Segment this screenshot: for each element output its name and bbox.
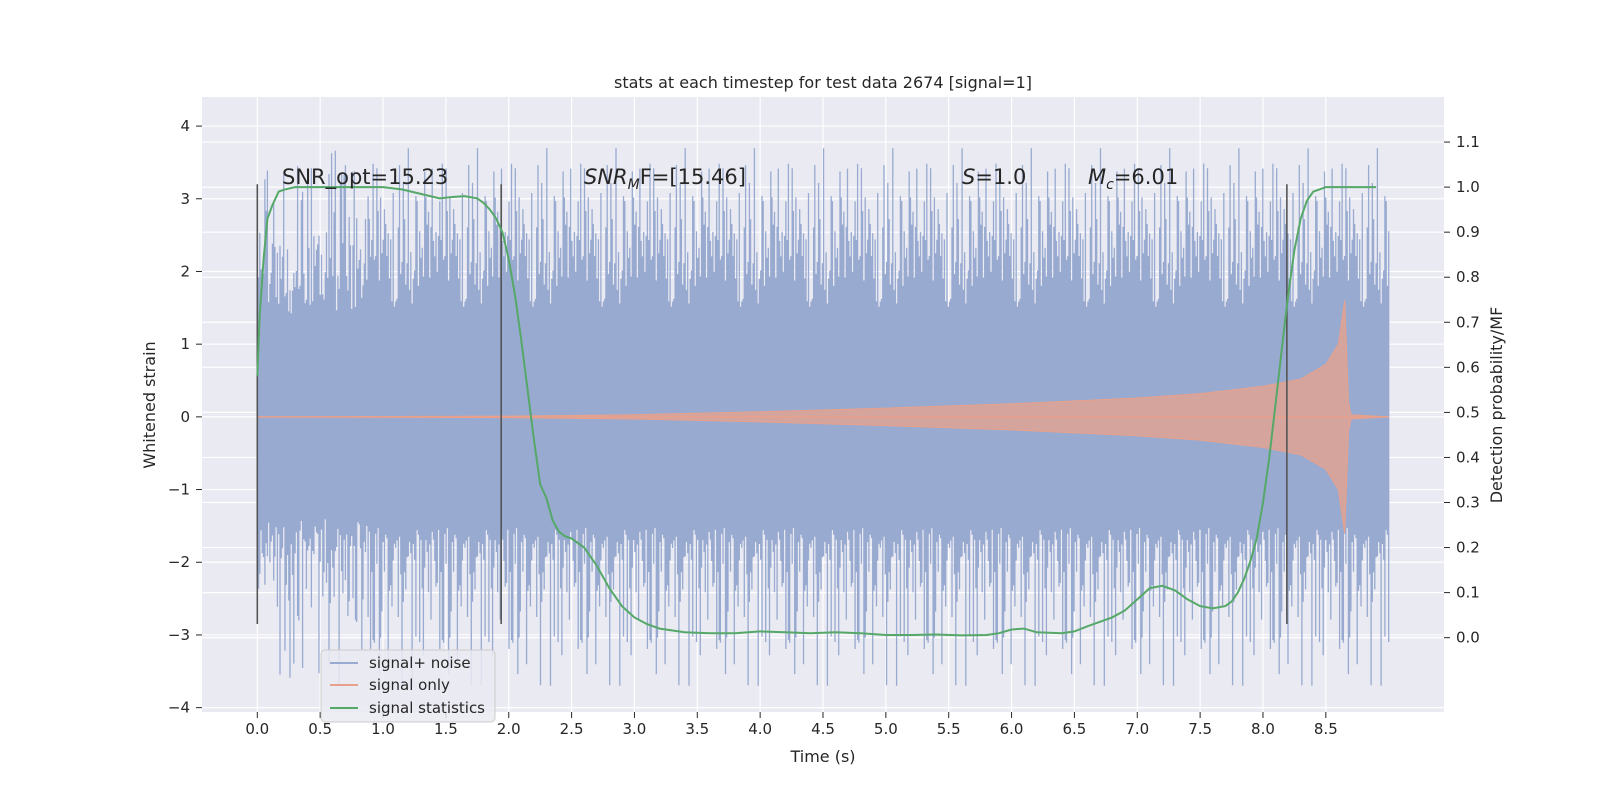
y2-axis-label: Detection probability/MF — [1487, 307, 1506, 504]
x-tick-label: 0.5 — [308, 720, 332, 738]
x-tick-label: 5.0 — [874, 720, 898, 738]
x-tick-label: 3.5 — [685, 720, 709, 738]
y-tick-label: 2 — [180, 262, 190, 280]
x-axis-label: Time (s) — [789, 747, 855, 766]
chart-title: stats at each timestep for test data 267… — [614, 73, 1032, 92]
x-tick-label: 1.0 — [371, 720, 395, 738]
y2-tick-label: 0.7 — [1456, 313, 1480, 331]
annotation-snr-opt: SNR_opt=15.23 — [282, 165, 448, 190]
annotation-s: S=1.0 — [962, 165, 1026, 189]
y-tick-label: −1 — [168, 481, 190, 499]
y-tick-label: 1 — [180, 335, 190, 353]
x-tick-label: 3.0 — [623, 720, 647, 738]
y2-tick-label: 0.2 — [1456, 539, 1480, 557]
series-signal-statistics — [256, 186, 1377, 637]
x-tick-label: 4.5 — [811, 720, 835, 738]
y2-tick-label: 0.6 — [1456, 358, 1480, 376]
y2-tick-label: 1.0 — [1456, 178, 1480, 196]
annotation-snr-mf: SNRMF=[15.46] — [584, 165, 746, 193]
snr-mf-sub: M — [628, 177, 640, 193]
x-tick-label: 6.0 — [1000, 720, 1024, 738]
x-tick-label: 5.5 — [937, 720, 961, 738]
y2-tick-label: 0.1 — [1456, 584, 1480, 602]
s-rest: =1.0 — [975, 165, 1026, 189]
annotation-mc: Mc=6.01 — [1088, 165, 1178, 193]
y2-tick-label: 0.4 — [1456, 448, 1480, 466]
segment-markers — [256, 184, 1288, 625]
mc-sub: c — [1106, 177, 1114, 193]
legend-box — [320, 649, 496, 723]
s-base: S — [962, 165, 975, 189]
x-axis-ticks: 0.0 0.5 1.0 1.5 2.0 2.5 3.0 3.5 4.0 4.5 5.0 5.5 6.0 6… — [245, 712, 1338, 738]
y-tick-label: −3 — [168, 626, 190, 644]
x-tick-label: 0.0 — [245, 720, 269, 738]
legend-label-noise: signal+ noise — [369, 654, 471, 672]
snr-mf-rest: F=[15.46] — [640, 165, 746, 189]
x-tick-label: 1.5 — [434, 720, 458, 738]
y-tick-label: 3 — [180, 190, 190, 208]
y-tick-label: 0 — [180, 408, 190, 426]
y2-axis-ticks: 1.1 1.0 0.9 0.8 0.7 0.6 0.5 0.4 0.3 0.2 0.1 0.0 — [1444, 133, 1480, 647]
y2-tick-label: 0.3 — [1456, 493, 1480, 511]
y-tick-label: 4 — [180, 117, 190, 135]
x-tick-label: 7.0 — [1125, 720, 1149, 738]
series-signal-only — [257, 300, 1389, 534]
y2-tick-label: 0.5 — [1456, 403, 1480, 421]
legend-label-signal: signal only — [369, 676, 450, 694]
y2-tick-label: 0.0 — [1456, 629, 1480, 647]
y-axis-label: Whitened strain — [140, 341, 159, 468]
mc-rest: =6.01 — [1114, 165, 1178, 189]
y2-tick-label: 1.1 — [1456, 133, 1480, 151]
stats-line — [256, 186, 1377, 637]
x-tick-label: 6.5 — [1062, 720, 1086, 738]
mc-base: M — [1088, 165, 1106, 189]
y-axis-ticks: 4 3 2 1 0 −1 −2 −3 −4 — [168, 117, 202, 717]
y-tick-label: −4 — [168, 699, 190, 717]
y2-tick-label: 0.9 — [1456, 223, 1480, 241]
y-tick-label: −2 — [168, 553, 190, 571]
snr-mf-base: SNR — [584, 165, 628, 189]
x-tick-label: 2.5 — [560, 720, 584, 738]
x-tick-label: 8.0 — [1251, 720, 1275, 738]
x-tick-label: 8.5 — [1314, 720, 1338, 738]
x-tick-label: 4.0 — [748, 720, 772, 738]
legend-label-stats: signal statistics — [369, 699, 485, 717]
y2-tick-label: 0.8 — [1456, 268, 1480, 286]
legend: signal+ noise signal only signal statist… — [320, 649, 496, 723]
x-tick-label: 7.5 — [1188, 720, 1212, 738]
x-tick-label: 2.0 — [497, 720, 521, 738]
